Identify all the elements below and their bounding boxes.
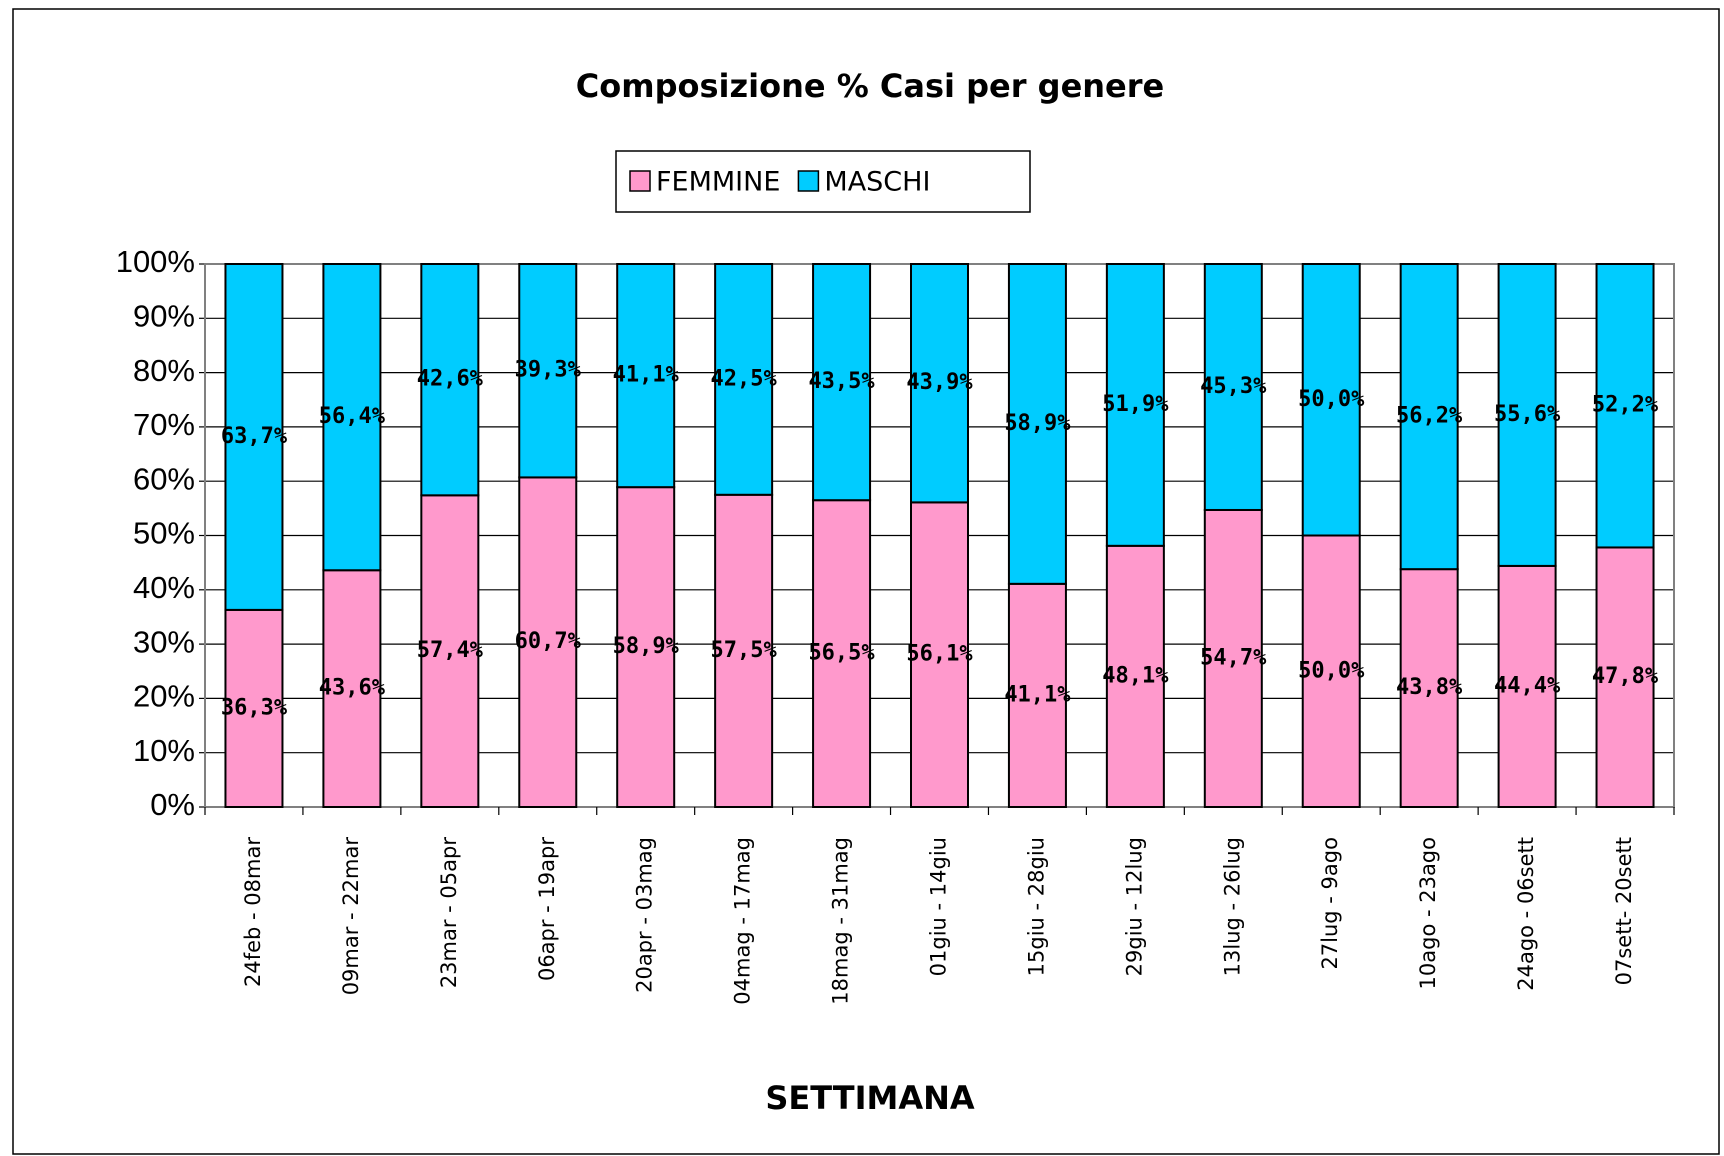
value-label: 58,9%: [1004, 411, 1071, 436]
x-tick-label: 24feb - 08mar: [241, 837, 265, 987]
value-label: 63,7%: [221, 424, 288, 449]
bar-segment: [322, 263, 382, 572]
value-label: 52,2%: [1592, 393, 1659, 418]
x-tick-label: 27lug - 9ago: [1318, 837, 1342, 970]
value-label: 54,7%: [1200, 645, 1267, 670]
bar-segment: [1399, 263, 1459, 571]
value-label: 36,3%: [221, 695, 288, 720]
bar-segment: [518, 263, 578, 479]
value-label: 57,4%: [417, 638, 484, 663]
bar-segment: [1007, 263, 1067, 585]
x-tick-label: 15giu - 28giu: [1024, 837, 1048, 976]
bar-segment: [518, 476, 578, 808]
value-label: 42,6%: [417, 367, 484, 392]
y-tick-label: 20%: [133, 679, 195, 714]
bar-segment: [910, 263, 969, 504]
chart-title: Composizione % Casi per genere: [576, 67, 1164, 105]
y-tick-label: 60%: [133, 461, 195, 496]
bar-segment: [812, 263, 872, 502]
value-label: 58,9%: [613, 634, 680, 659]
value-label: 56,5%: [808, 641, 875, 666]
value-label: 47,8%: [1592, 664, 1659, 689]
x-tick-label: 18mag - 31mag: [829, 837, 853, 1005]
value-label: 39,3%: [515, 358, 582, 383]
legend-swatch: [629, 170, 651, 192]
x-tick-label: 24ago - 06sett: [1514, 837, 1538, 991]
x-tick-label: 20apr - 03mag: [633, 837, 657, 993]
value-label: 55,6%: [1494, 402, 1561, 427]
bar-segment: [1595, 546, 1655, 808]
value-label: 41,1%: [613, 363, 680, 388]
bar-segment: [616, 486, 676, 808]
value-label: 57,5%: [711, 638, 778, 663]
bar-segment: [1007, 582, 1067, 809]
bar-segment: [420, 494, 480, 808]
x-tick-label: 13lug - 26lug: [1220, 837, 1244, 976]
value-label: 56,4%: [319, 404, 386, 429]
y-tick-label: 80%: [133, 353, 195, 388]
value-label: 51,9%: [1102, 392, 1169, 417]
x-tick-label: 29giu - 12lug: [1122, 837, 1146, 976]
bar-segment: [1497, 263, 1557, 567]
x-axis-title: SETTIMANA: [765, 1079, 975, 1117]
legend-swatch: [797, 170, 820, 192]
y-tick-label: 10%: [133, 733, 195, 768]
bar-segment: [812, 499, 872, 808]
legend-frame: [615, 150, 1031, 213]
bar-segment: [224, 608, 284, 808]
x-tick-label: 23mar - 05apr: [437, 837, 461, 989]
value-label: 45,3%: [1200, 374, 1267, 399]
x-tick-label: 04mag - 17mag: [731, 837, 755, 1005]
bar-segment: [224, 263, 284, 611]
bar-segment: [714, 263, 774, 496]
value-label: 60,7%: [515, 629, 582, 654]
value-label: 43,5%: [808, 369, 875, 394]
y-tick-label: 100%: [116, 244, 195, 279]
y-tick-label: 0%: [150, 787, 195, 822]
x-tick-label: 10ago - 23ago: [1416, 837, 1440, 989]
bar-segment: [1595, 263, 1655, 549]
bar-segment: [1105, 544, 1165, 809]
bar-segment: [1203, 263, 1263, 511]
y-tick-label: 50%: [133, 516, 195, 551]
y-tick-label: 40%: [133, 570, 195, 605]
x-tick-label: 09mar - 22mar: [339, 837, 363, 996]
value-label: 44,4%: [1494, 673, 1561, 698]
value-label: 56,2%: [1396, 404, 1463, 429]
bar-segment: [322, 569, 382, 809]
value-label: 50,0%: [1298, 387, 1365, 412]
value-label: 43,8%: [1396, 675, 1463, 700]
bar-segment: [1399, 568, 1459, 809]
bar-segment: [420, 263, 480, 497]
bar-segment: [714, 493, 774, 808]
value-label: 43,6%: [319, 676, 386, 701]
legend-label: FEMMINE: [656, 167, 780, 198]
legend-label: MASCHI: [824, 167, 930, 198]
bar-segment: [1301, 263, 1361, 537]
value-label: 56,1%: [906, 642, 973, 667]
value-label: 50,0%: [1298, 658, 1365, 683]
bar-segment: [910, 501, 969, 808]
value-label: 41,1%: [1004, 682, 1071, 707]
value-label: 42,5%: [711, 366, 778, 391]
y-tick-label: 30%: [133, 624, 195, 659]
x-tick-label: 01giu - 14giu: [927, 837, 951, 976]
value-label: 43,9%: [906, 370, 973, 395]
value-label: 48,1%: [1102, 663, 1169, 688]
bar-segment: [1105, 263, 1165, 547]
x-tick-label: 07sett- 20sett: [1612, 837, 1636, 985]
y-tick-label: 70%: [133, 407, 195, 442]
bar-segment: [616, 263, 676, 489]
x-tick-label: 06apr - 19apr: [535, 837, 559, 981]
y-tick-label: 90%: [133, 298, 195, 333]
